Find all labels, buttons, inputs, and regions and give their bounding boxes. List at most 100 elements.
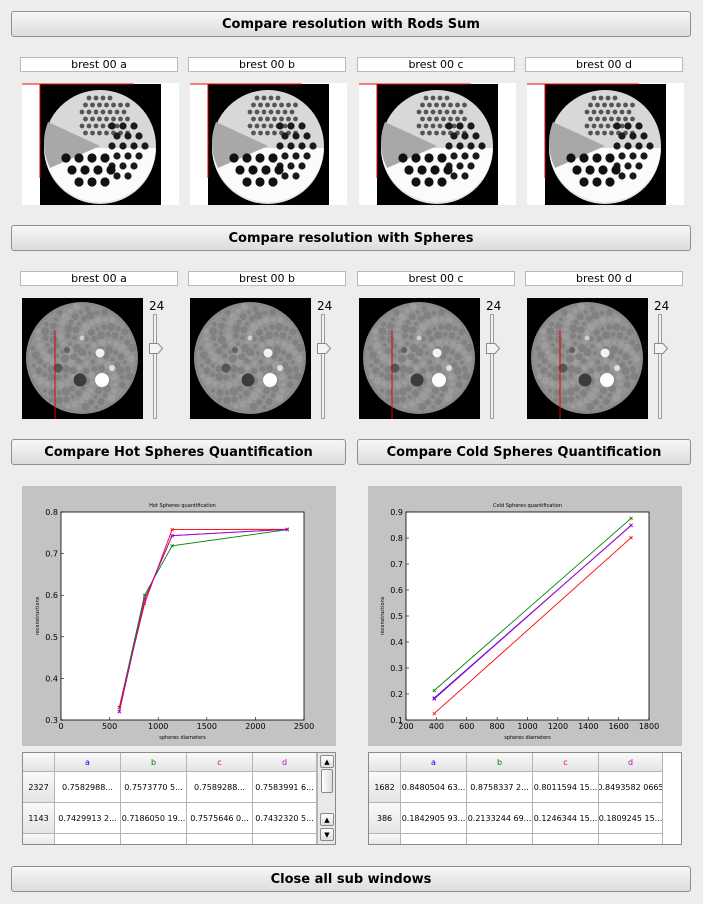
rods-phantom-b bbox=[208, 84, 329, 205]
column-header-c[interactable]: c bbox=[533, 753, 599, 772]
rods-label-b: brest 00 b bbox=[188, 57, 346, 72]
chart-title: Hot Spheres quantification bbox=[149, 503, 216, 509]
cold-spheres-chart: Cold Spheres quantification 200 400 600 800 1… bbox=[368, 486, 682, 746]
x-tick-label: 1000 bbox=[517, 722, 537, 731]
table-cell[interactable]: 0.1809245 15... bbox=[599, 803, 663, 834]
x-tick-label: 1800 bbox=[639, 722, 659, 731]
slice-slider-d[interactable] bbox=[658, 314, 662, 419]
compare-spheres-button[interactable]: Compare resolution with Spheres bbox=[11, 225, 691, 251]
y-axis-label: reconstructions bbox=[380, 596, 386, 635]
compare-cold-spheres-button[interactable]: Compare Cold Spheres Quantification bbox=[357, 439, 691, 465]
x-axis-label: spheres diameters bbox=[504, 735, 551, 741]
compare-rods-button[interactable]: Compare resolution with Rods Sum bbox=[11, 11, 691, 37]
table-cell[interactable]: 0.7432320 5... bbox=[253, 803, 317, 834]
table-cell bbox=[121, 834, 187, 844]
rods-image-a bbox=[22, 83, 179, 205]
y-tick-label: 0.6 bbox=[45, 591, 58, 600]
rods-image-d bbox=[527, 83, 684, 205]
column-header-a[interactable]: a bbox=[55, 753, 121, 772]
table-cell[interactable]: 0.7583991 6... bbox=[253, 772, 317, 803]
rods-phantom-a bbox=[40, 84, 161, 205]
y-tick-label: 0.7 bbox=[390, 560, 403, 569]
slider-handle-d[interactable] bbox=[654, 339, 669, 354]
close-all-button[interactable]: Close all sub windows bbox=[11, 866, 691, 892]
cold-spheres-table[interactable]: a b c d 1682 0.8480504 63... 0.8758337 2... 0.8… bbox=[368, 752, 682, 845]
row-header[interactable]: 386 bbox=[369, 803, 401, 834]
row-header[interactable]: 1682 bbox=[369, 772, 401, 803]
rods-label-d: brest 00 d bbox=[525, 57, 683, 72]
data-point-d bbox=[117, 709, 122, 714]
scroll-up-icon[interactable]: ▲ bbox=[320, 813, 334, 826]
slider-handle-c[interactable] bbox=[486, 339, 501, 354]
spheres-image-b bbox=[190, 298, 311, 419]
series-line-b bbox=[433, 517, 632, 691]
slice-slider-c[interactable] bbox=[490, 314, 494, 419]
table-cell bbox=[467, 834, 533, 844]
table-cell[interactable]: 0.8011594 15... bbox=[533, 772, 599, 803]
y-tick-label: 0.3 bbox=[45, 716, 58, 725]
table-cell bbox=[533, 834, 599, 844]
y-tick-label: 0.3 bbox=[390, 664, 403, 673]
slider-value-c: 24 bbox=[486, 299, 502, 313]
table-cell[interactable]: 0.2133244 69... bbox=[467, 803, 533, 834]
scroll-up-icon[interactable]: ▲ bbox=[320, 755, 334, 768]
scroll-thumb[interactable] bbox=[321, 769, 333, 793]
table-cell[interactable]: 0.7573770 5... bbox=[121, 772, 187, 803]
table-cell[interactable]: 0.7582988... bbox=[55, 772, 121, 803]
rods-label-a: brest 00 a bbox=[20, 57, 178, 72]
table-cell[interactable]: 0.7575646 0... bbox=[187, 803, 253, 834]
compare-hot-spheres-button[interactable]: Compare Hot Spheres Quantification bbox=[11, 439, 346, 465]
row-header[interactable]: 1143 bbox=[23, 803, 55, 834]
x-tick-label: 800 bbox=[489, 722, 504, 731]
hot-chart-panel: Hot Spheres quantification 0 500 1000 1500 20… bbox=[22, 486, 336, 746]
table-cell[interactable]: 0.7589288... bbox=[187, 772, 253, 803]
y-tick-label: 0.1 bbox=[390, 716, 403, 725]
table-cell bbox=[401, 834, 467, 844]
table-cell[interactable]: 0.1246344 15... bbox=[533, 803, 599, 834]
x-tick-label: 1000 bbox=[148, 722, 168, 731]
slider-value-b: 24 bbox=[317, 299, 333, 313]
table-cell[interactable]: 0.7186050 19... bbox=[121, 803, 187, 834]
table-cell[interactable]: 0.7429913 2... bbox=[55, 803, 121, 834]
table-cell[interactable]: 0.8493582 0665 bbox=[599, 772, 663, 803]
slider-handle-b[interactable] bbox=[317, 339, 332, 354]
table-cell bbox=[253, 834, 317, 844]
slider-handle-a[interactable] bbox=[149, 339, 164, 354]
slider-value-d: 24 bbox=[654, 299, 670, 313]
column-header-a[interactable]: a bbox=[401, 753, 467, 772]
column-header-b[interactable]: b bbox=[121, 753, 187, 772]
series-line-d bbox=[118, 528, 288, 712]
slice-slider-b[interactable] bbox=[321, 314, 325, 419]
y-tick-label: 0.2 bbox=[390, 690, 403, 699]
table-cell[interactable]: 0.1842905 93... bbox=[401, 803, 467, 834]
x-tick-label: 600 bbox=[459, 722, 474, 731]
scroll-down-icon[interactable]: ▼ bbox=[320, 828, 334, 841]
slice-slider-a[interactable] bbox=[153, 314, 157, 419]
data-point-c bbox=[629, 535, 633, 540]
column-header-d[interactable]: d bbox=[599, 753, 663, 772]
column-header-b[interactable]: b bbox=[467, 753, 533, 772]
x-tick-label: 1200 bbox=[548, 722, 568, 731]
table-cell[interactable]: 0.8758337 2... bbox=[467, 772, 533, 803]
row-header[interactable]: 2327 bbox=[23, 772, 55, 803]
column-header-d[interactable]: d bbox=[253, 753, 317, 772]
hot-spheres-table[interactable]: a b c d 2327 0.7582988... 0.7573770 5... 0.7589… bbox=[22, 752, 336, 845]
spheres-image-a bbox=[22, 298, 143, 419]
y-tick-label: 0.8 bbox=[390, 534, 403, 543]
table-scrollbar[interactable]: ▲ ▲ ▼ bbox=[317, 753, 335, 844]
row-header bbox=[23, 834, 55, 844]
rods-phantom-d bbox=[545, 84, 666, 205]
y-tick-label: 0.9 bbox=[390, 508, 403, 517]
spheres-label-a: brest 00 a bbox=[20, 271, 178, 286]
rods-image-b bbox=[190, 83, 347, 205]
series-line-d bbox=[433, 524, 632, 700]
column-header-c[interactable]: c bbox=[187, 753, 253, 772]
spheres-image-c bbox=[359, 298, 480, 419]
spheres-label-c: brest 00 c bbox=[357, 271, 515, 286]
y-tick-label: 0.4 bbox=[45, 674, 58, 683]
rods-phantom-c bbox=[377, 84, 498, 205]
data-point-b bbox=[629, 516, 633, 521]
series-line-b bbox=[118, 529, 288, 708]
x-tick-label: 500 bbox=[102, 722, 117, 731]
table-cell[interactable]: 0.8480504 63... bbox=[401, 772, 467, 803]
